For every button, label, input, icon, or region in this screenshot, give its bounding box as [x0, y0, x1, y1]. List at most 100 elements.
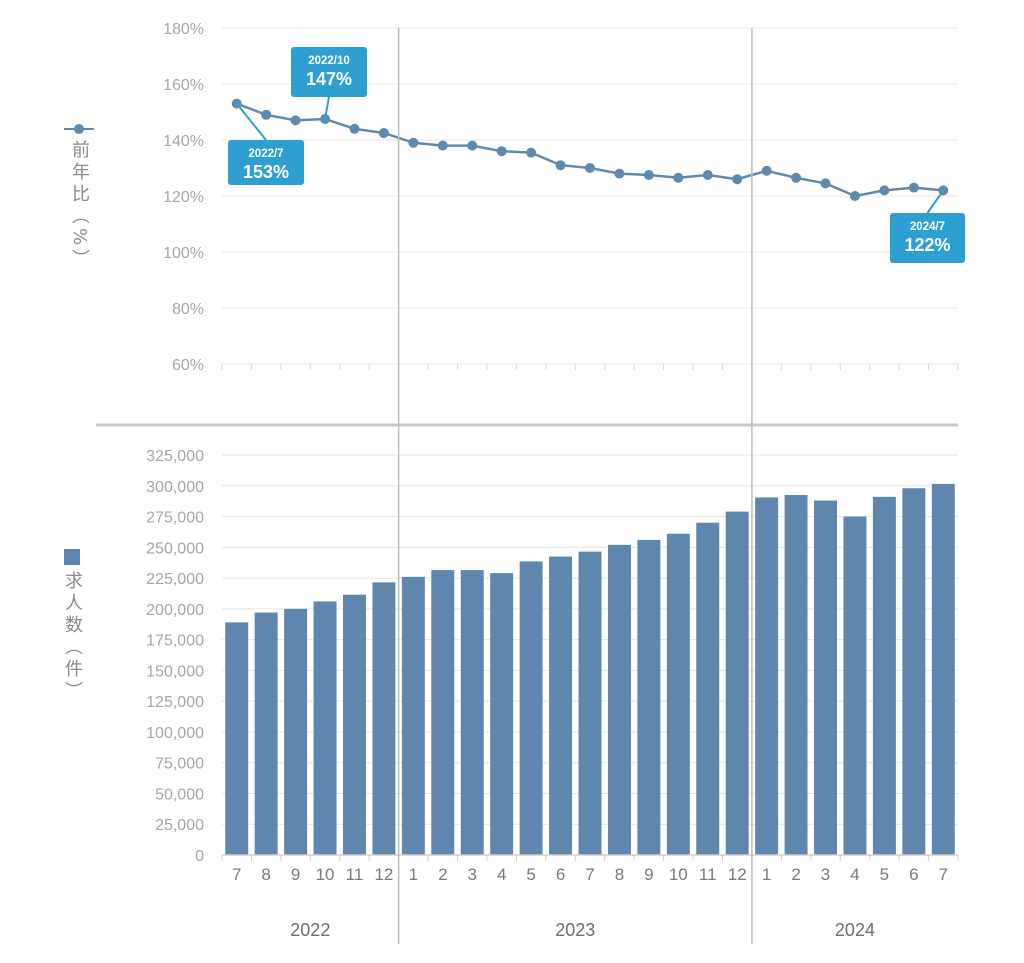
- bar-y-tick-label: 200,000: [146, 602, 204, 619]
- line-legend: 前年比（%）: [40, 124, 118, 271]
- x-tick-label: 12: [374, 865, 393, 884]
- line-point: [732, 174, 743, 185]
- year-label: 2024: [835, 920, 875, 940]
- x-tick-label: 1: [409, 865, 418, 884]
- x-tick-label: 9: [644, 865, 653, 884]
- bar-legend-swatch: [64, 549, 80, 565]
- year-label: 2022: [290, 920, 330, 940]
- bar-y-tick-label: 25,000: [155, 817, 204, 834]
- x-tick-label: 7: [232, 865, 241, 884]
- bar: [784, 495, 808, 855]
- line-y-tick-label: 180%: [163, 21, 204, 38]
- bar-y-tick-label: 75,000: [155, 756, 204, 773]
- bar-y-tick-label: 100,000: [146, 725, 204, 742]
- callout-leader: [324, 96, 330, 120]
- x-tick-label: 8: [261, 865, 270, 884]
- bar-y-tick-label: 325,000: [146, 448, 204, 465]
- x-tick-label: 1: [762, 865, 771, 884]
- bar-y-tick-label: 225,000: [146, 571, 204, 588]
- callout-date: 2022/7: [248, 148, 283, 160]
- bar: [696, 522, 720, 855]
- bar-y-tick-label: 300,000: [146, 479, 204, 496]
- bar: [666, 533, 690, 855]
- line-point: [673, 172, 684, 183]
- callout-value: 122%: [904, 235, 950, 255]
- bar: [872, 496, 896, 855]
- x-tick-label: 7: [585, 865, 594, 884]
- x-tick-label: 6: [556, 865, 565, 884]
- callout-leader: [235, 102, 267, 141]
- line-point: [496, 146, 507, 157]
- callout-leader: [926, 189, 945, 214]
- callout-box: [291, 47, 367, 97]
- callout-box: [228, 140, 304, 185]
- bar-y-tick-label: 150,000: [146, 663, 204, 680]
- bar-y-tick-label: 250,000: [146, 540, 204, 557]
- bar: [814, 500, 838, 855]
- bar: [431, 570, 455, 855]
- line-series-path: [236, 102, 944, 198]
- line-point: [585, 163, 595, 173]
- bar-y-tick-label: 125,000: [146, 694, 204, 711]
- bar: [931, 483, 955, 855]
- bar-y-tick-label: 0: [195, 848, 204, 865]
- callout-date: 2022/10: [308, 55, 350, 67]
- bar: [225, 622, 249, 855]
- bar-y-tick-label: 175,000: [146, 633, 204, 650]
- line-y-tick-label: 60%: [172, 357, 204, 374]
- bar-y-tick-label: 50,000: [155, 786, 204, 803]
- x-tick-label: 3: [821, 865, 830, 884]
- bar: [637, 539, 661, 855]
- x-tick-label: 10: [316, 865, 335, 884]
- year-label: 2023: [555, 920, 595, 940]
- line-point: [261, 109, 272, 120]
- x-tick-label: 7: [939, 865, 948, 884]
- line-point: [820, 178, 831, 189]
- x-tick-label: 11: [346, 865, 364, 884]
- bar: [313, 601, 337, 855]
- bar: [460, 570, 484, 855]
- x-tick-label: 11: [699, 865, 717, 884]
- bar: [372, 582, 396, 855]
- bar: [578, 551, 602, 855]
- bar: [519, 561, 543, 855]
- line-y-tick-label: 80%: [172, 301, 204, 318]
- x-tick-label: 5: [526, 865, 535, 884]
- line-legend-swatch: [64, 124, 94, 134]
- line-point: [555, 160, 566, 171]
- bar-legend-label: 求人数（件）: [62, 571, 83, 703]
- line-y-tick-label: 120%: [163, 189, 204, 206]
- line-point: [349, 123, 360, 134]
- bar-legend: 求人数（件）: [46, 549, 98, 703]
- x-tick-label: 4: [850, 865, 859, 884]
- bar: [490, 573, 514, 855]
- bar: [284, 608, 308, 855]
- x-tick-label: 3: [468, 865, 477, 884]
- x-tick-label: 8: [615, 865, 624, 884]
- x-tick-label: 2: [438, 865, 447, 884]
- line-point: [378, 128, 389, 138]
- line-y-tick-label: 100%: [163, 245, 204, 262]
- line-point: [526, 147, 537, 158]
- callout-value: 153%: [243, 162, 289, 182]
- bar: [843, 516, 867, 855]
- line-point: [849, 191, 860, 201]
- x-tick-label: 10: [669, 865, 688, 884]
- line-legend-label: 前年比（%）: [69, 140, 90, 272]
- line-point: [467, 140, 478, 151]
- line-point: [614, 168, 625, 179]
- bar-y-tick-label: 275,000: [146, 510, 204, 527]
- bar: [755, 497, 779, 855]
- callout-box: [890, 213, 965, 263]
- bar: [401, 576, 425, 855]
- line-point: [437, 140, 448, 151]
- line-y-tick-label: 140%: [163, 133, 204, 150]
- bar: [342, 594, 366, 855]
- bar: [902, 488, 926, 855]
- line-point: [761, 165, 772, 176]
- bar: [254, 612, 278, 855]
- line-point: [908, 182, 919, 193]
- line-point: [791, 172, 802, 183]
